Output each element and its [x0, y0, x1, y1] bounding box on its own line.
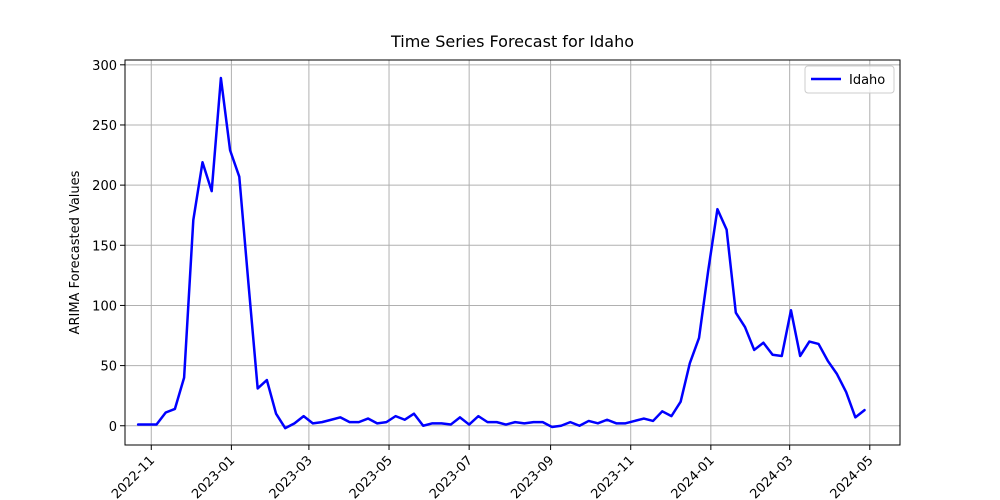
x-tick-label: 2023-07 [427, 453, 476, 500]
y-tick-label: 50 [100, 360, 117, 375]
legend-label-idaho: Idaho [849, 73, 885, 88]
y-tick-label: 0 [109, 420, 117, 435]
x-tick-label: 2024-05 [828, 453, 877, 500]
x-tick-label: 2024-01 [669, 453, 718, 500]
legend-box [804, 65, 895, 94]
x-tick-label: 2024-03 [747, 453, 796, 500]
y-axis-label: ARIMA Forecasted Values [68, 170, 83, 334]
y-axis: 0 50 100 150 200 250 300 [92, 59, 125, 435]
x-axis: 2022-11 2023-01 2023-03 2023-05 2023-07 2023-… [109, 445, 877, 500]
x-tick-label: 2023-01 [189, 453, 238, 500]
chart-title: Time Series Forecast for Idaho [390, 32, 634, 51]
x-tick-label: 2023-11 [589, 453, 638, 500]
x-tick-label: 2023-05 [347, 453, 396, 500]
x-tick-label: 2022-11 [109, 453, 158, 500]
y-tick-label: 150 [92, 239, 117, 254]
plot-frame [124, 59, 901, 446]
y-tick-label: 300 [92, 59, 117, 74]
y-tick-label: 100 [92, 299, 117, 314]
x-tick-label: 2023-03 [267, 453, 316, 500]
y-tick-label: 250 [92, 119, 117, 134]
legend: Idaho [804, 65, 895, 94]
series-line-idaho [136, 76, 866, 430]
grid-lines [125, 60, 900, 445]
y-tick-label: 200 [92, 179, 117, 194]
x-tick-label: 2023-09 [508, 453, 557, 500]
series-layer [136, 76, 866, 430]
